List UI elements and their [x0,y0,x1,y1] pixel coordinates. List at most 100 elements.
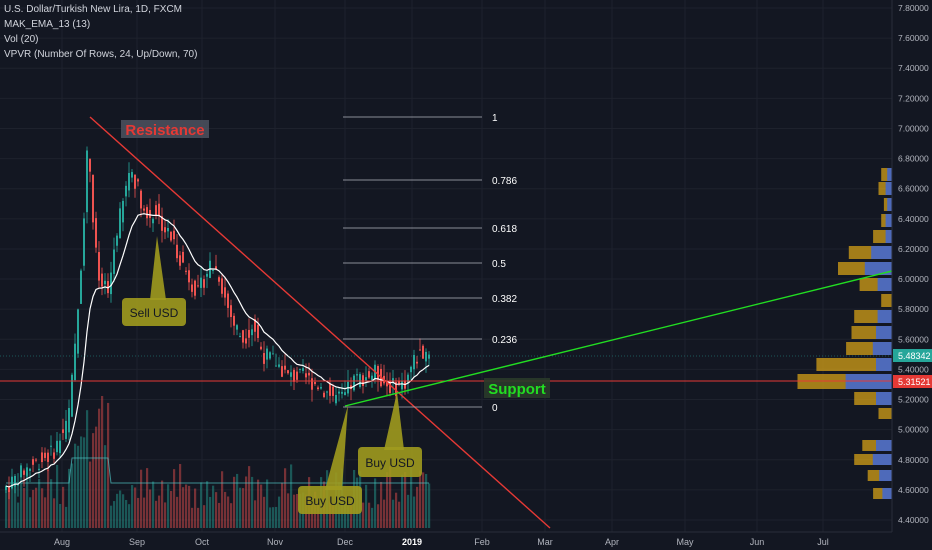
support-trendline[interactable] [344,270,893,407]
vpvr-bar-up [877,278,892,291]
candle-body [422,345,424,359]
candle-body [353,375,355,391]
last-price-badge: 5.48342 [893,349,932,362]
volume-bar [140,469,143,528]
red-level-text: 5.31521 [898,377,931,387]
volume-bar [113,501,116,528]
volume-bar [254,500,257,528]
volume-bar [224,491,227,528]
indicator-volume-label[interactable]: Vol (20) [4,34,39,45]
volume-bar [53,498,56,528]
candle-body [23,470,25,475]
volume-bar [398,501,401,528]
candle-body [203,279,205,288]
candle-body [293,369,295,382]
volume-bar [389,466,392,528]
candle-body [29,468,31,471]
volume-bar [344,503,347,528]
candle-body [188,270,190,283]
volume-bar [281,482,284,528]
resistance-label-text: Resistance [125,122,204,139]
candle-body [275,365,277,367]
indicator-vpvr-label[interactable]: VPVR (Number Of Rows, 24, Up/Down, 70) [4,49,198,60]
fib-level-label: 0.5 [492,259,506,270]
candle-body [284,365,286,370]
price-axis[interactable] [892,0,932,532]
price-tick-label: 5.80000 [898,304,929,314]
candle-body [368,371,370,378]
volume-bar [11,485,14,528]
volume-bar [98,408,101,528]
volume-bar [194,488,197,528]
candle-body [32,459,34,465]
buy-usd-callout-1[interactable]: Buy USD [298,405,362,514]
last-price-text: 5.48342 [898,351,931,361]
candle-body [329,383,331,396]
time-axis[interactable] [0,532,932,550]
candle-body [137,179,139,182]
vpvr-bar-up [872,342,892,355]
volume-bar [89,461,92,528]
candle-body [53,452,55,459]
candle-body [356,374,358,376]
candle-body [95,218,97,248]
buy-usd-callout-2[interactable]: Buy USD [358,392,422,477]
candle-body [170,231,172,241]
candle-body [44,452,46,458]
candle-body [419,349,421,351]
volume-bar [128,504,131,528]
sell-usd-callout[interactable]: Sell USD [122,236,186,326]
fib-level-label: 0.618 [492,224,517,235]
volume-bar [221,471,224,528]
symbol-title[interactable]: U.S. Dollar/Turkish New Lira, 1D, FXCM [4,4,182,15]
volume-bar [122,494,125,528]
volume-bar [32,489,35,528]
volume-bar [131,485,134,528]
vpvr-bar-up [876,440,892,451]
volume-bar [92,433,95,528]
candle-body [428,354,430,359]
volume-bar [317,500,320,528]
volume-bar [116,493,119,528]
volume-bar [404,472,407,528]
vpvr-bar-up [871,246,892,259]
volume-bar [68,468,71,528]
candle-body [323,392,325,398]
candle-body [167,227,169,232]
candle-body [317,387,319,390]
volume-bar [311,502,314,528]
resistance-trendline[interactable] [89,116,551,529]
vpvr-bar-up [885,214,892,227]
volume-bar [350,503,353,528]
candle-body [227,293,229,308]
candle-body [119,208,121,239]
sell-usd-text: Sell USD [130,306,179,320]
candle-body [305,373,307,378]
candle-body [179,255,181,266]
candle-body [389,381,391,393]
candle-body [26,467,28,476]
vpvr-bar-down [878,408,892,419]
candle-body [242,330,244,343]
time-tick-label: Jun [750,537,765,547]
indicator-ema-label[interactable]: MAK_EMA_13 (13) [4,19,91,30]
price-tick-label: 6.80000 [898,154,929,164]
candle-body [17,484,19,486]
volume-bar [374,478,377,528]
fibonacci-retracement[interactable]: 1 0.786 0.618 0.5 0.382 0.236 0 [343,113,517,414]
price-tick-label: 5.60000 [898,334,929,344]
vpvr-bar-up [885,230,892,243]
candle-body [281,366,283,377]
candle-body [416,361,418,364]
volume-histogram [5,395,431,528]
candle-body [11,476,13,489]
candle-body [326,391,328,393]
candle-body [425,351,427,362]
candle-body [113,249,115,274]
volume-bar [155,500,158,528]
candle-body [290,372,292,377]
volume-bar [71,463,74,528]
volume-bar [296,493,299,528]
